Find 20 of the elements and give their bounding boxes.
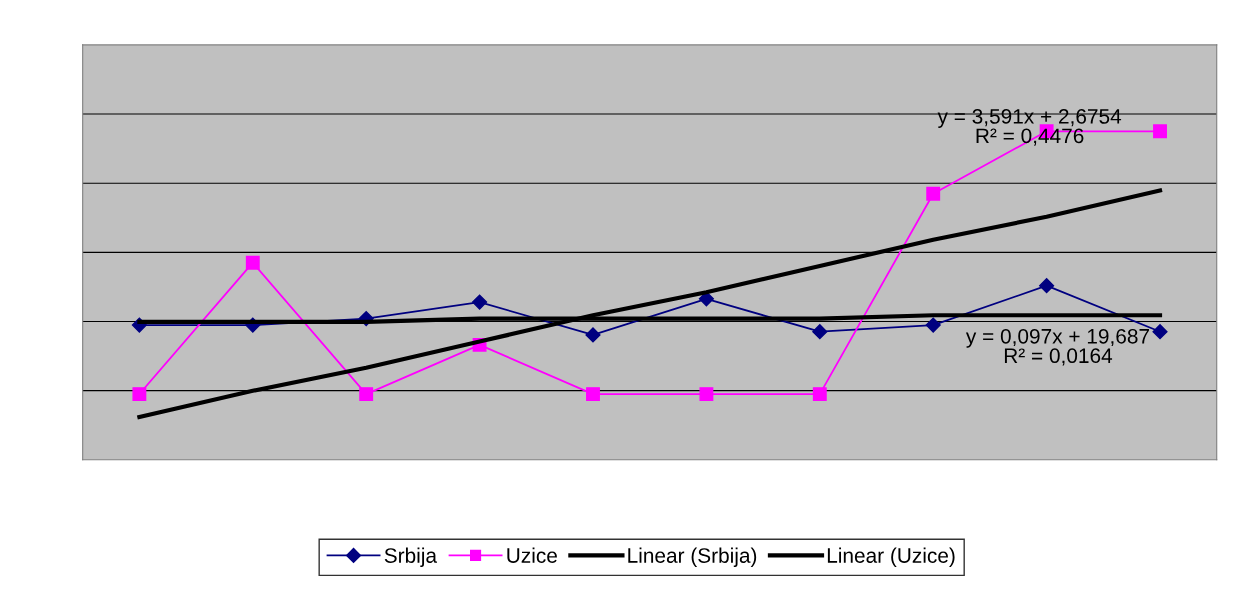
point <box>926 186 941 201</box>
point <box>925 317 941 333</box>
annotation: y = 0,097x + 19,687 R² = 0,0164 <box>965 328 1149 366</box>
point <box>585 327 601 343</box>
point <box>699 387 714 402</box>
point <box>1152 324 1168 340</box>
legend-label: Srbija <box>384 547 438 568</box>
point <box>359 387 374 402</box>
point <box>812 387 827 402</box>
point <box>472 294 488 310</box>
point <box>1153 124 1167 139</box>
point <box>586 387 600 402</box>
legend-label: Linear (Srbija) <box>628 547 757 568</box>
point <box>245 255 260 270</box>
point <box>132 387 147 402</box>
legend-label: Linear (Uzice) <box>827 547 955 568</box>
point <box>1039 278 1055 294</box>
point <box>698 291 714 307</box>
legend-label: Uzice <box>507 547 557 563</box>
point <box>812 324 828 340</box>
